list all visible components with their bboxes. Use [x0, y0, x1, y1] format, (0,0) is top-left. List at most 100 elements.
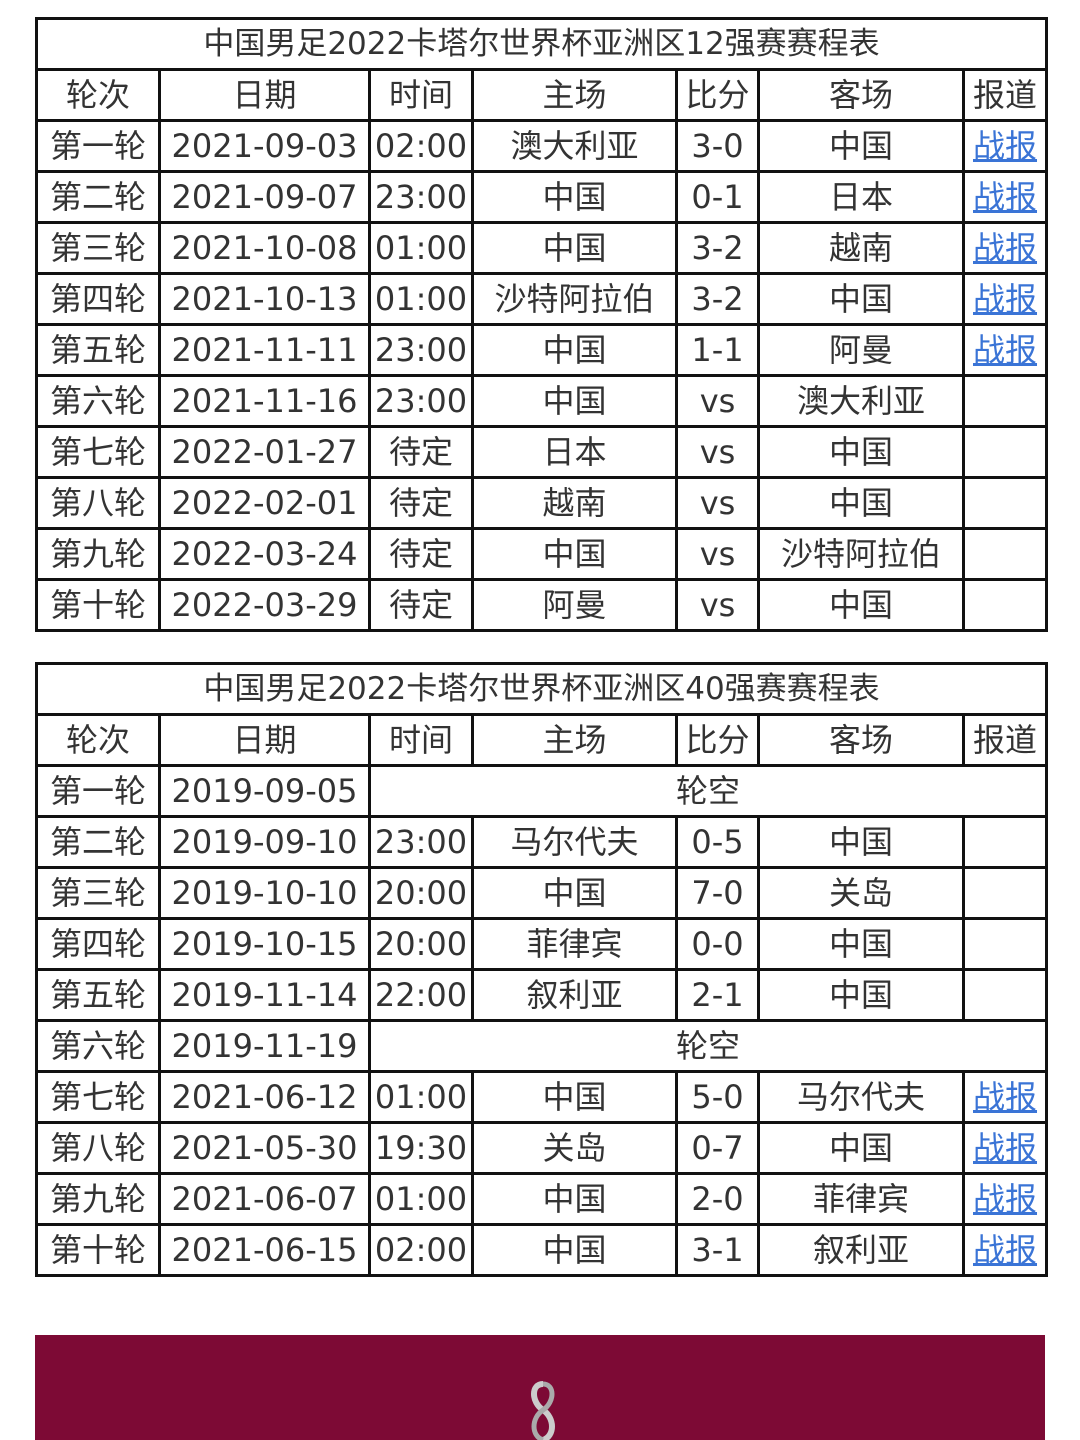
score-cell: 7-0 — [675, 866, 760, 920]
round-cell: 第五轮 — [35, 968, 161, 1022]
table-row: 第三轮 2021-10-08 01:00 中国 3-2 越南 战报 — [35, 221, 1049, 275]
score-cell: 1-1 — [675, 323, 760, 377]
home-cell: 菲律宾 — [471, 917, 678, 971]
report-link[interactable]: 战报 — [973, 229, 1038, 267]
round-cell: 第九轮 — [35, 1172, 161, 1226]
table-row: 第六轮 2019-11-19 轮空 — [35, 1019, 1049, 1073]
score-cell: 3-2 — [675, 272, 760, 326]
report-link[interactable]: 战报 — [973, 178, 1038, 216]
time-cell: 23:00 — [368, 374, 474, 428]
table-title: 中国男足2022卡塔尔世界杯亚洲区12强赛赛程表 — [34, 17, 1049, 71]
home-cell: 中国 — [471, 170, 678, 224]
away-cell: 中国 — [757, 968, 965, 1022]
bye-cell: 轮空 — [367, 1019, 1049, 1073]
column-header-time: 时间 — [368, 68, 474, 122]
away-cell: 日本 — [757, 170, 965, 224]
score-cell: vs — [675, 425, 760, 479]
round-cell: 第六轮 — [35, 374, 161, 428]
date-cell: 2021-06-12 — [158, 1070, 371, 1124]
home-cell: 中国 — [471, 527, 678, 581]
table-row: 第九轮 2022-03-24 待定 中国 vs 沙特阿拉伯 — [35, 527, 1049, 581]
time-cell: 01:00 — [368, 1070, 474, 1124]
report-cell — [961, 425, 1049, 479]
column-header-report: 报道 — [961, 713, 1049, 767]
report-link[interactable]: 战报 — [973, 1078, 1038, 1116]
table-row: 第八轮 2022-02-01 待定 越南 vs 中国 — [35, 476, 1049, 530]
away-cell: 关岛 — [757, 866, 965, 920]
report-cell — [961, 578, 1049, 632]
score-cell: 3-0 — [675, 119, 760, 173]
world-cup-emblem-icon — [531, 1381, 555, 1440]
table-row: 第七轮 2021-06-12 01:00 中国 5-0 马尔代夫 战报 — [35, 1070, 1049, 1124]
date-cell: 2021-11-16 — [158, 374, 371, 428]
score-cell: 2-0 — [675, 1172, 760, 1226]
table-row: 第二轮 2021-09-07 23:00 中国 0-1 日本 战报 — [35, 170, 1049, 224]
column-header-date: 日期 — [158, 713, 371, 767]
round-cell: 第四轮 — [35, 917, 161, 971]
date-cell: 2021-10-08 — [158, 221, 371, 275]
date-cell: 2021-05-30 — [158, 1121, 371, 1175]
round-cell: 第一轮 — [35, 119, 161, 173]
home-cell: 越南 — [471, 476, 678, 530]
score-cell: vs — [675, 578, 760, 632]
report-cell: 战报 — [961, 1070, 1049, 1124]
bye-cell: 轮空 — [367, 764, 1049, 818]
report-link[interactable]: 战报 — [973, 280, 1038, 318]
home-cell: 日本 — [471, 425, 678, 479]
away-cell: 阿曼 — [757, 323, 965, 377]
home-cell: 中国 — [471, 1172, 678, 1226]
time-cell: 01:00 — [368, 221, 474, 275]
report-cell — [961, 917, 1049, 971]
home-cell: 中国 — [471, 1070, 678, 1124]
date-cell: 2019-11-19 — [158, 1019, 371, 1073]
time-cell: 19:30 — [368, 1121, 474, 1175]
report-link[interactable]: 战报 — [973, 127, 1038, 165]
time-cell: 23:00 — [368, 170, 474, 224]
time-cell: 20:00 — [368, 866, 474, 920]
away-cell: 马尔代夫 — [757, 1070, 965, 1124]
round-cell: 第四轮 — [35, 272, 161, 326]
report-link[interactable]: 战报 — [973, 1129, 1038, 1167]
time-cell: 待定 — [368, 578, 474, 632]
score-cell: vs — [675, 527, 760, 581]
home-cell: 澳大利亚 — [471, 119, 678, 173]
round-cell: 第三轮 — [35, 866, 161, 920]
date-cell: 2022-01-27 — [158, 425, 371, 479]
home-cell: 关岛 — [471, 1121, 678, 1175]
table-row: 第四轮 2021-10-13 01:00 沙特阿拉伯 3-2 中国 战报 — [35, 272, 1049, 326]
report-link[interactable]: 战报 — [973, 1231, 1038, 1269]
table-row: 第七轮 2022-01-27 待定 日本 vs 中国 — [35, 425, 1049, 479]
table-row: 第五轮 2021-11-11 23:00 中国 1-1 阿曼 战报 — [35, 323, 1049, 377]
report-cell — [961, 866, 1049, 920]
table-row: 第一轮 2019-09-05 轮空 — [35, 764, 1049, 818]
round-cell: 第八轮 — [35, 476, 161, 530]
column-header-home: 主场 — [471, 713, 678, 767]
round-cell: 第七轮 — [35, 425, 161, 479]
round-cell: 第二轮 — [35, 170, 161, 224]
time-cell: 02:00 — [368, 1223, 474, 1277]
report-link[interactable]: 战报 — [973, 331, 1038, 369]
home-cell: 中国 — [471, 374, 678, 428]
score-cell: 3-2 — [675, 221, 760, 275]
round-cell: 第三轮 — [35, 221, 161, 275]
date-cell: 2022-03-29 — [158, 578, 371, 632]
report-cell — [961, 527, 1049, 581]
away-cell: 中国 — [757, 917, 965, 971]
report-cell: 战报 — [961, 323, 1049, 377]
round-cell: 第五轮 — [35, 323, 161, 377]
time-cell: 22:00 — [368, 968, 474, 1022]
time-cell: 20:00 — [368, 917, 474, 971]
table-title: 中国男足2022卡塔尔世界杯亚洲区40强赛赛程表 — [34, 662, 1049, 716]
time-cell: 23:00 — [368, 815, 474, 869]
report-cell: 战报 — [961, 170, 1049, 224]
column-header-date: 日期 — [158, 68, 371, 122]
date-cell: 2021-06-15 — [158, 1223, 371, 1277]
away-cell: 菲律宾 — [757, 1172, 965, 1226]
report-link[interactable]: 战报 — [973, 1180, 1038, 1218]
date-cell: 2019-10-10 — [158, 866, 371, 920]
table-row: 第九轮 2021-06-07 01:00 中国 2-0 菲律宾 战报 — [35, 1172, 1049, 1226]
date-cell: 2022-03-24 — [158, 527, 371, 581]
score-cell: 3-1 — [675, 1223, 760, 1277]
date-cell: 2021-06-07 — [158, 1172, 371, 1226]
date-cell: 2022-02-01 — [158, 476, 371, 530]
